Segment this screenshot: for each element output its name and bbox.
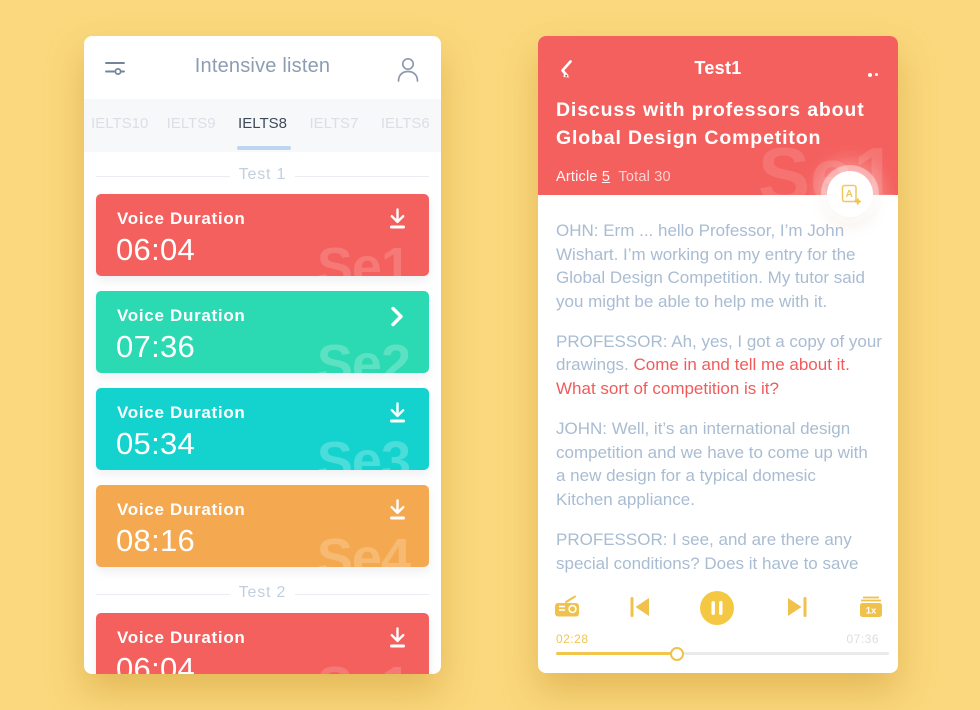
svg-text:A: A [846, 189, 853, 200]
svg-text:1x: 1x [866, 606, 877, 617]
